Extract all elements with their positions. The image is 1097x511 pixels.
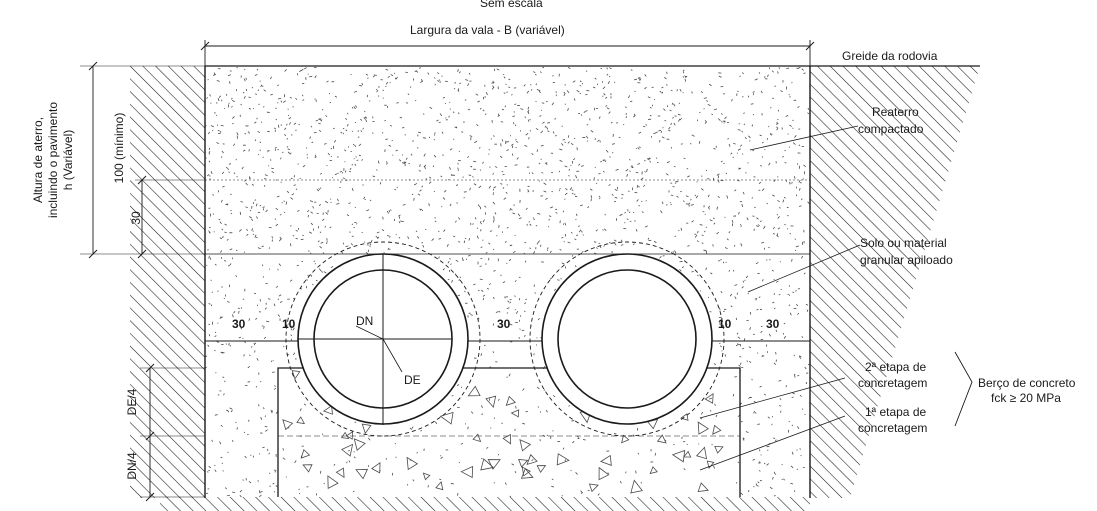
pipe-de-label: DE <box>404 373 421 387</box>
side-right-10-label: 10 <box>718 317 732 331</box>
side-left-30-label: 30 <box>232 317 246 331</box>
stage1-label-1: 1ª etapa de <box>865 405 926 419</box>
bottom-hatch <box>160 497 810 511</box>
between-30-label: 30 <box>497 317 511 331</box>
left-trench-wall <box>130 66 206 498</box>
side-right-30-label: 30 <box>766 317 780 331</box>
fill-height-label-1: Altura de aterro, <box>31 117 45 203</box>
left-dimension-lines <box>80 61 205 502</box>
callout-leaders <box>699 125 973 471</box>
fill-height-label-3: h (Variável) <box>61 130 75 190</box>
dn-quarter-label: DN/4 <box>125 452 139 480</box>
granular-label-2: granular apiloado <box>860 253 953 267</box>
road-grade-label: Greide da rodovia <box>842 49 938 63</box>
stage2-label-2: concretagem <box>858 376 927 390</box>
backfill-label-2: compactado <box>858 122 924 136</box>
trench-width-label: Largura da vala - B (variável) <box>410 23 565 37</box>
cradle-label-2: fck ≥ 20 MPa <box>991 391 1061 405</box>
cradle-label-1: Berço de concreto <box>978 376 1076 390</box>
pipe-right <box>529 241 725 437</box>
fill-height-label-2: incluindo o pavimento <box>46 102 60 218</box>
granular-label-1: Solo ou material <box>860 236 947 250</box>
cover-30-label: 30 <box>129 211 143 225</box>
trench-width-dimension <box>200 40 815 66</box>
scale-note: Sem escala <box>480 0 543 10</box>
stage1-label-2: concretagem <box>858 421 927 435</box>
compacted-backfill-zone <box>205 66 810 254</box>
backfill-label-1: Reaterro <box>872 105 919 119</box>
pipe-dn-label: DN <box>356 314 373 328</box>
stage2-label-1: 2ª etapa de <box>865 360 926 374</box>
min-cover-label: 100 (mínimo) <box>112 113 126 184</box>
de-quarter-label: DE/4 <box>125 388 139 415</box>
side-left-10-label: 10 <box>282 317 296 331</box>
